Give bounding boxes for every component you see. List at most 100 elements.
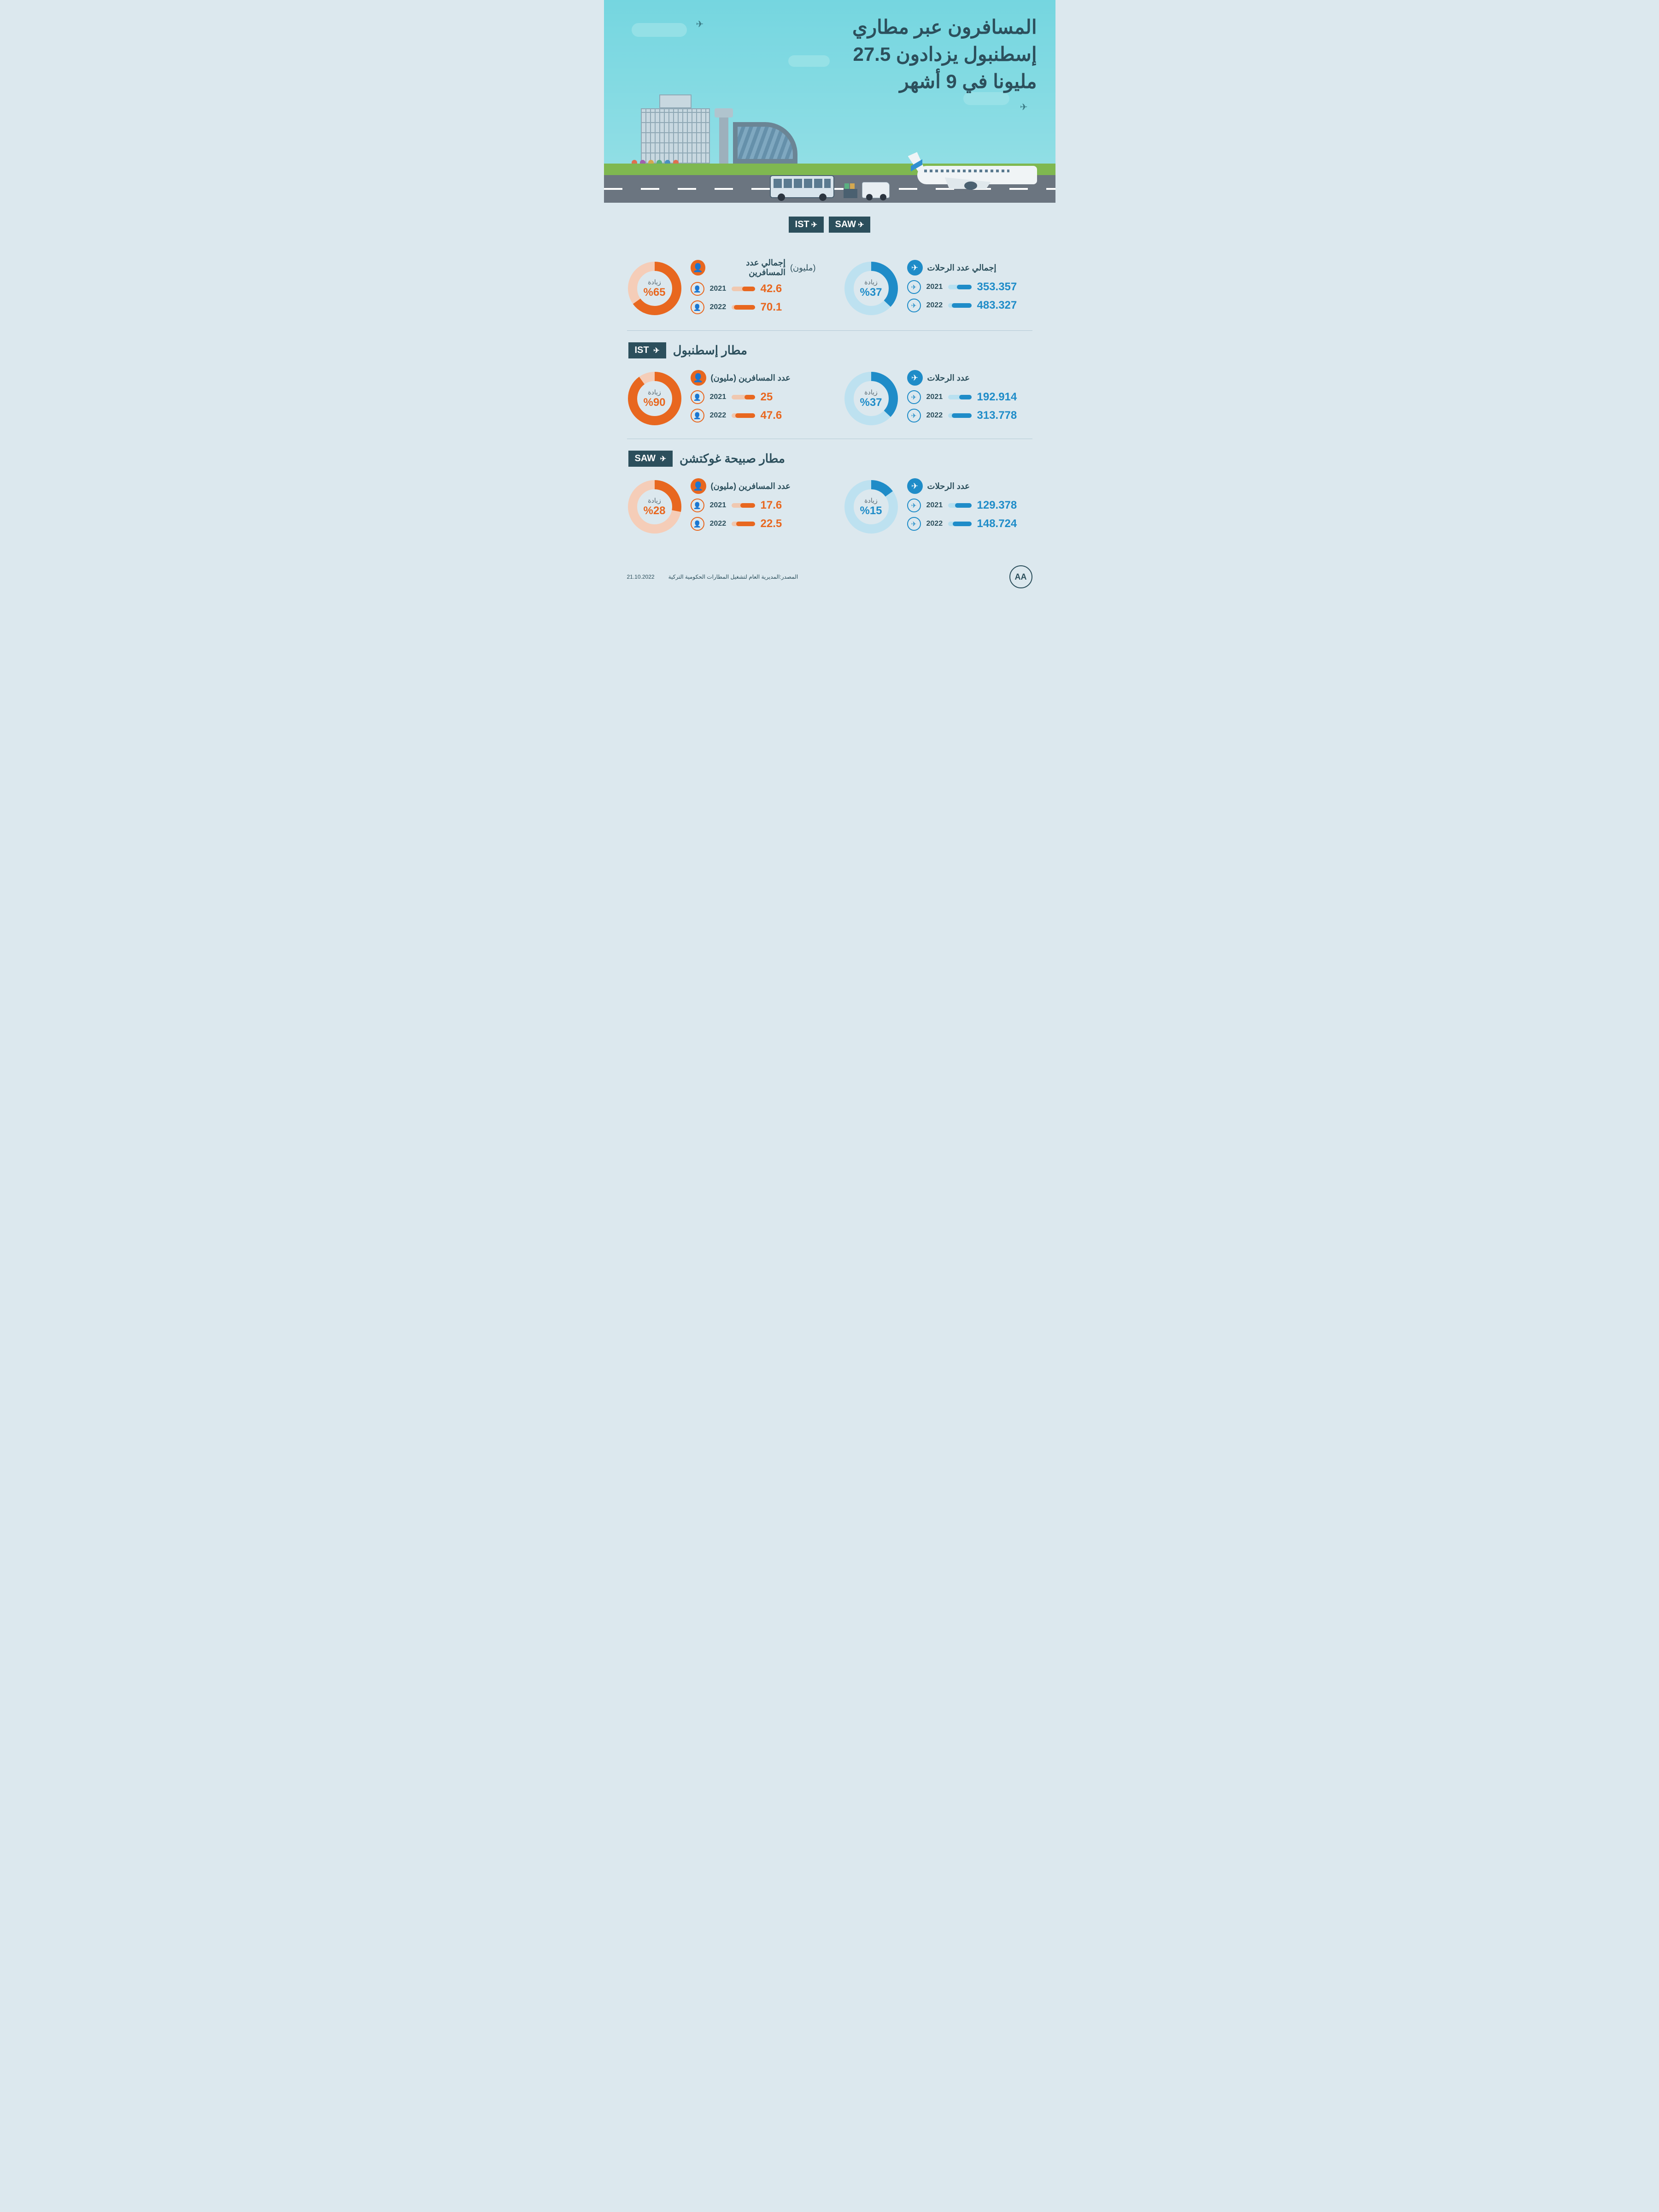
title-line: المسافرون عبر مطاري bbox=[852, 14, 1037, 41]
metric-blue: إجمالي عدد الرحلات ✈ 353.357 2021 ✈ 483.3… bbox=[844, 258, 1032, 319]
agency-logo: AA bbox=[1009, 565, 1032, 588]
passenger-icon: 👤 bbox=[691, 300, 704, 314]
airplane bbox=[908, 152, 1037, 194]
cloud-shape bbox=[788, 55, 830, 67]
bar-year: 2021 bbox=[710, 393, 727, 401]
bar-year: 2021 bbox=[926, 283, 943, 291]
bar-value: 129.378 bbox=[977, 499, 1032, 512]
bar-value: 47.6 bbox=[761, 409, 816, 422]
metric-title: عدد المسافرين (مليون) bbox=[711, 373, 791, 383]
bar-track bbox=[948, 413, 971, 418]
bar-year: 2022 bbox=[710, 520, 727, 528]
donut-value: %37 bbox=[860, 396, 882, 409]
bar-value: 192.914 bbox=[977, 391, 1032, 404]
airport-tag: IST ✈ bbox=[628, 342, 666, 358]
bar-value: 353.357 bbox=[977, 281, 1032, 293]
bar-track bbox=[732, 413, 755, 418]
section-combined: إجمالي عدد الرحلات ✈ 353.357 2021 ✈ 483.3… bbox=[627, 246, 1032, 331]
data-bar-row: 22.5 2022 👤 bbox=[691, 517, 816, 531]
bar-fill bbox=[955, 503, 971, 508]
bar-fill bbox=[740, 503, 755, 508]
data-bar-row: 483.327 2022 ✈ bbox=[907, 299, 1032, 312]
plane-icon: ✈ bbox=[907, 517, 921, 531]
donut-label: زيادة bbox=[864, 497, 878, 505]
main-title: المسافرون عبر مطاري إسطنبول يزدادون 27.5… bbox=[852, 14, 1037, 95]
luggage-tug bbox=[862, 182, 890, 198]
bar-value: 483.327 bbox=[977, 299, 1032, 312]
plane-icon: ✈ bbox=[907, 390, 921, 404]
title-line: إسطنبول يزدادون 27.5 bbox=[852, 41, 1037, 68]
section-header: مطار صبيحة غوكتشن SAW ✈ bbox=[627, 451, 1032, 467]
section-header: مطار إسطنبول IST ✈ bbox=[627, 342, 1032, 358]
donut-label: زيادة bbox=[648, 278, 661, 286]
metric-unit: (مليون) bbox=[790, 263, 816, 273]
luggage-cart bbox=[844, 189, 857, 198]
bar-fill bbox=[744, 395, 755, 399]
bar-fill bbox=[736, 522, 755, 526]
hero-illustration: ✈ ✈ ✈ المسافرون عبر مطاري إسطنبول يزدادو… bbox=[604, 0, 1055, 203]
bar-year: 2022 bbox=[926, 520, 943, 528]
metric-bars: عدد الرحلات✈ 192.914 2021 ✈ 313.778 2022… bbox=[907, 370, 1032, 427]
bar-year: 2022 bbox=[710, 303, 727, 311]
section-name: مطار إسطنبول bbox=[673, 343, 747, 358]
passenger-icon: 👤 bbox=[691, 390, 704, 404]
data-bar-row: 192.914 2021 ✈ bbox=[907, 390, 1032, 404]
data-bar-row: 313.778 2022 ✈ bbox=[907, 409, 1032, 422]
bar-year: 2022 bbox=[926, 411, 943, 420]
plane-icon: ✈ bbox=[907, 280, 921, 294]
metric-title: عدد الرحلات bbox=[927, 481, 970, 491]
bar-year: 2021 bbox=[710, 285, 727, 293]
footer-source: المصدر:المديرية العام لتشغيل المطارات ال… bbox=[668, 574, 798, 580]
airport-tag-saw: SAW✈ bbox=[829, 217, 871, 233]
metric-blue: عدد الرحلات✈ 129.378 2021 ✈ 148.724 2022… bbox=[844, 478, 1032, 535]
plane-icon: ✈ bbox=[907, 499, 921, 512]
increase-donut: زيادة %37 bbox=[844, 261, 899, 316]
metric-bars: إجمالي عدد الرحلات ✈ 353.357 2021 ✈ 483.3… bbox=[907, 260, 1032, 317]
section-name: مطار صبيحة غوكتشن bbox=[680, 452, 785, 466]
donut-value: %90 bbox=[643, 396, 665, 409]
hangar-building bbox=[733, 122, 797, 164]
plane-icon: ✈ bbox=[858, 221, 864, 229]
metric-title: إجمالي عدد الرحلات bbox=[927, 263, 997, 273]
donut-value: %28 bbox=[643, 505, 665, 517]
bar-track bbox=[732, 503, 755, 508]
plane-icon: ✈ bbox=[907, 478, 923, 494]
increase-donut: زيادة %65 bbox=[627, 261, 682, 316]
data-bar-row: 353.357 2021 ✈ bbox=[907, 280, 1032, 294]
data-bar-row: 70.1 2022 👤 bbox=[691, 300, 816, 314]
metrics-row: عدد الرحلات✈ 192.914 2021 ✈ 313.778 2022… bbox=[627, 370, 1032, 427]
data-bar-row: 42.6 2021 👤 bbox=[691, 282, 816, 296]
donut-label: زيادة bbox=[864, 388, 878, 396]
passenger-icon: 👤 bbox=[691, 282, 704, 296]
data-bar-row: 129.378 2021 ✈ bbox=[907, 499, 1032, 512]
passenger-icon: 👤 bbox=[691, 409, 704, 422]
increase-donut: زيادة %37 bbox=[844, 371, 899, 426]
section-ist: مطار إسطنبول IST ✈ عدد الرحلات✈ 192.914 … bbox=[627, 331, 1032, 439]
bar-track bbox=[948, 285, 971, 289]
metric-blue: عدد الرحلات✈ 192.914 2021 ✈ 313.778 2022… bbox=[844, 370, 1032, 427]
bar-fill bbox=[952, 303, 972, 308]
metric-bars: عدد المسافرين (مليون)👤 17.6 2021 👤 22.5 … bbox=[691, 478, 816, 535]
footer-date: 21.10.2022 bbox=[627, 574, 655, 580]
plane-icon: ✈ bbox=[907, 260, 923, 276]
bar-fill bbox=[959, 395, 971, 399]
bar-year: 2021 bbox=[926, 501, 943, 510]
increase-donut: زيادة %90 bbox=[627, 371, 682, 426]
data-bar-row: 25 2021 👤 bbox=[691, 390, 816, 404]
bar-track bbox=[732, 287, 755, 291]
control-tower-top bbox=[715, 108, 733, 117]
airport-tag: SAW ✈ bbox=[628, 451, 673, 467]
bar-value: 22.5 bbox=[761, 517, 816, 530]
donut-label: زيادة bbox=[864, 278, 878, 286]
bar-fill bbox=[742, 287, 755, 291]
bar-value: 42.6 bbox=[761, 282, 816, 295]
bar-track bbox=[732, 305, 755, 310]
metric-bars: عدد الرحلات✈ 129.378 2021 ✈ 148.724 2022… bbox=[907, 478, 1032, 535]
bar-fill bbox=[952, 413, 972, 418]
bar-fill bbox=[957, 285, 971, 289]
increase-donut: زيادة %15 bbox=[844, 479, 899, 534]
donut-label: زيادة bbox=[648, 497, 661, 505]
plane-icon: ✈ bbox=[696, 18, 704, 30]
airports-tags: SAW✈ IST✈ bbox=[627, 217, 1032, 233]
passenger-icon: 👤 bbox=[691, 370, 706, 386]
